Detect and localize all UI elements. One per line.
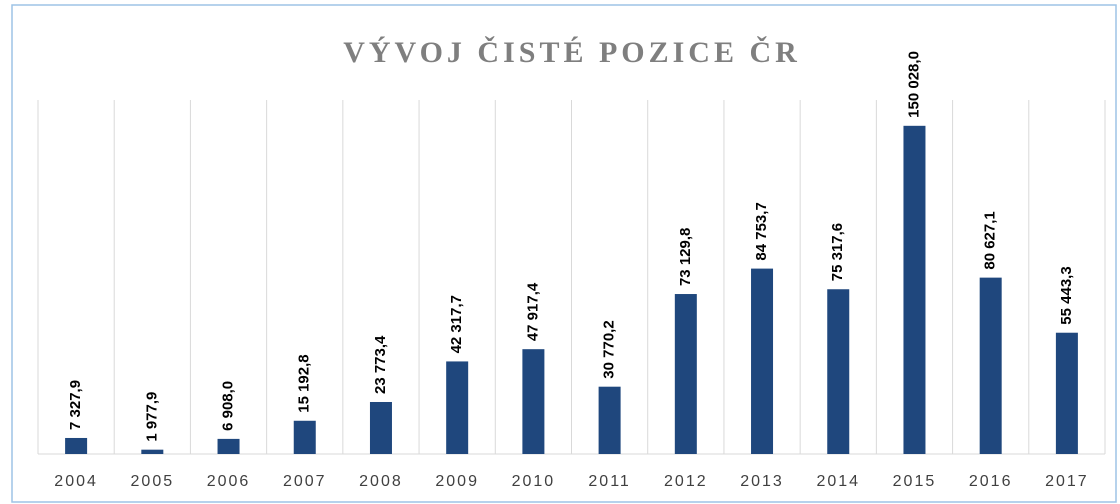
- value-label: 15 192,8: [296, 354, 313, 412]
- value-label: 1 977,9: [143, 392, 160, 442]
- bar: [522, 349, 545, 454]
- x-tick-label: 2004: [54, 473, 98, 490]
- bar: [979, 277, 1002, 454]
- chart-border: [11, 4, 1117, 503]
- value-label: 23 773,4: [372, 335, 389, 394]
- value-label: 84 753,7: [753, 202, 770, 260]
- value-label: 7 327,9: [67, 380, 84, 430]
- x-tick-label: 2012: [664, 473, 708, 490]
- bar: [446, 361, 469, 454]
- x-tick-label: 2017: [1045, 473, 1089, 490]
- x-tick-label: 2016: [969, 473, 1013, 490]
- x-tick-label: 2007: [283, 473, 327, 490]
- value-label: 150 028,0: [905, 51, 922, 118]
- bar: [65, 437, 88, 454]
- bar: [141, 449, 164, 454]
- value-label: 30 770,2: [601, 320, 618, 378]
- value-label: 75 317,6: [829, 223, 846, 281]
- bar: [293, 420, 316, 454]
- bar: [369, 401, 392, 454]
- bar: [217, 438, 240, 454]
- x-tick-label: 2008: [359, 473, 403, 490]
- x-tick-label: 2011: [588, 473, 630, 490]
- bar: [674, 294, 697, 454]
- bar: [1055, 332, 1078, 454]
- x-tick-label: 2005: [131, 473, 175, 490]
- value-label: 6 908,0: [220, 381, 237, 431]
- value-label: 47 917,4: [524, 282, 541, 341]
- bar: [903, 125, 926, 454]
- bar: [598, 386, 621, 454]
- value-label: 42 317,7: [448, 295, 465, 353]
- value-label: 55 443,3: [1058, 266, 1075, 324]
- bar: [827, 289, 850, 454]
- value-label: 73 129,8: [677, 228, 694, 286]
- x-tick-label: 2010: [512, 473, 556, 490]
- x-tick-label: 2009: [435, 473, 479, 490]
- x-tick-label: 2006: [207, 473, 251, 490]
- x-tick-label: 2015: [893, 473, 937, 490]
- x-tick-label: 2013: [740, 473, 784, 490]
- bar: [751, 268, 774, 454]
- x-tick-label: 2014: [816, 473, 860, 490]
- value-label: 80 627,1: [982, 211, 999, 269]
- chart-title: VÝVOJ ČISTÉ POZICE ČR: [343, 36, 801, 69]
